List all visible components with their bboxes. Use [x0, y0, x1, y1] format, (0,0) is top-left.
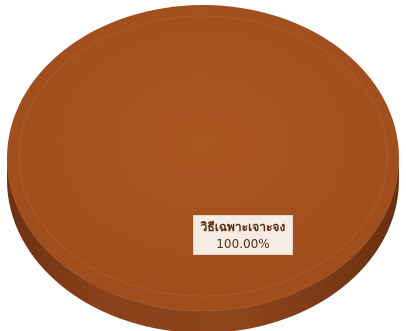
data-label: วิธีเฉพาะเจาะจง 100.00%	[193, 215, 293, 255]
pie-slice-0	[7, 5, 399, 311]
data-label-category: วิธีเฉพาะเจาะจง	[200, 220, 286, 234]
data-label-percent: 100.00%	[216, 237, 270, 251]
pie-slice-bevel-0	[18, 15, 388, 297]
